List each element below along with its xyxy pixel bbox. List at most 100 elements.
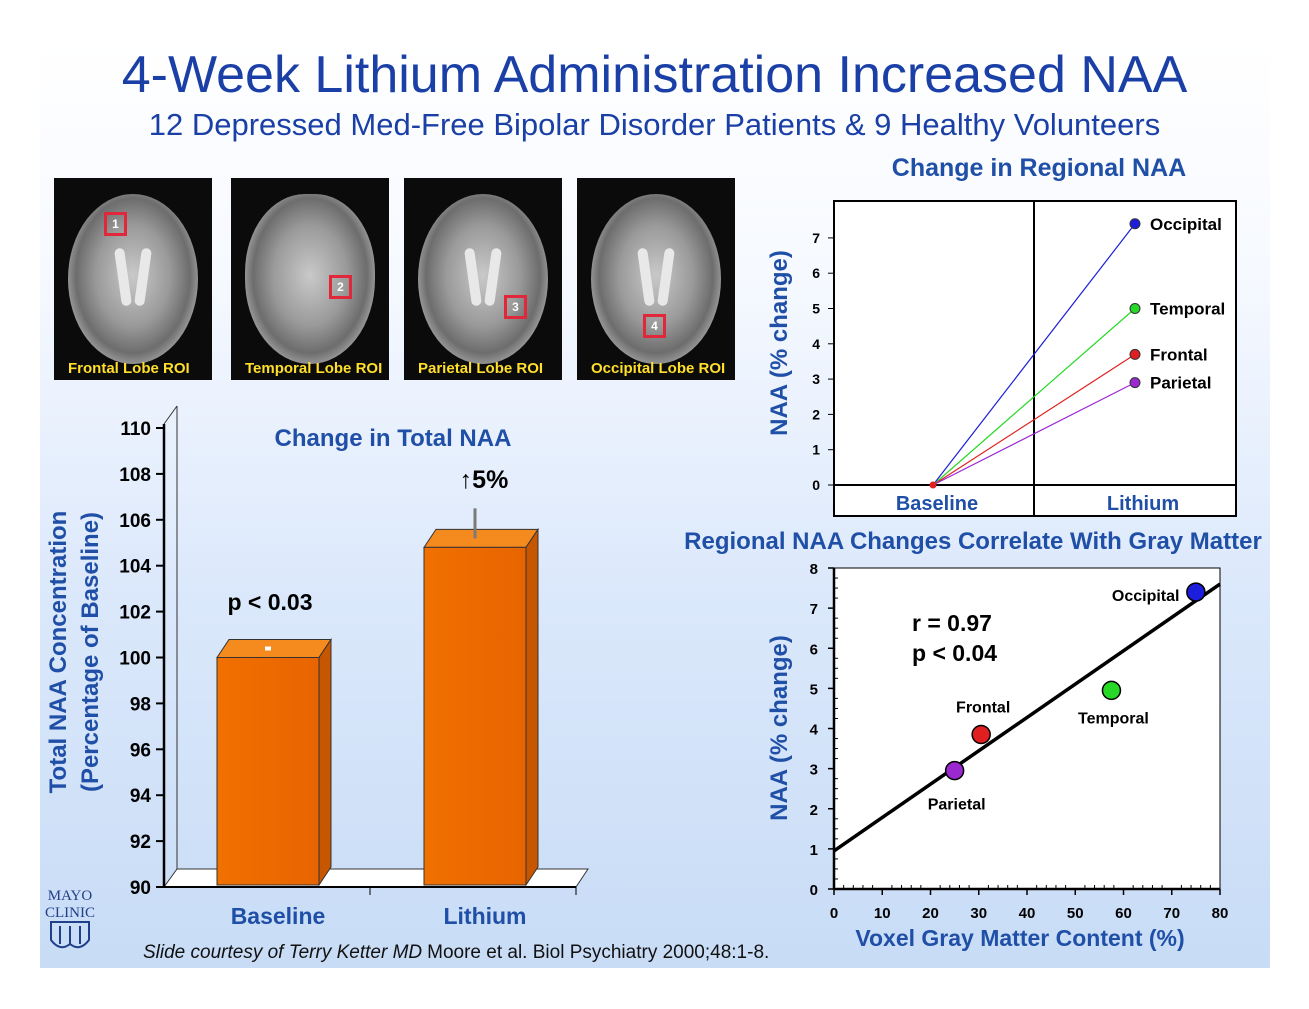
bar-chart-bars: Baseline Lithium (216, 508, 539, 929)
bar-ytick-label: 94 (130, 786, 152, 807)
page-title: 4-Week Lithium Administration Increased … (121, 46, 1188, 104)
series-label-parietal: Parietal (1150, 374, 1211, 393)
citation-italic: Slide courtesy of Terry Ketter MD (143, 942, 422, 963)
roi-marker: 1 (104, 212, 127, 236)
scatter-xtick-label: 80 (1212, 905, 1229, 922)
scatter-ytick-label: 5 (810, 681, 818, 698)
brain-label: Parietal Lobe ROI (418, 360, 544, 377)
series-label-frontal: Frontal (1150, 345, 1208, 364)
series-point-frontal (1129, 348, 1141, 360)
bar-chart-wall-top (163, 405, 178, 425)
bar-category-label: Lithium (443, 903, 526, 929)
brain-image-frontal: 1 Frontal Lobe ROI (54, 178, 212, 380)
line-ytick-label: 2 (812, 406, 820, 422)
bar-ytick-label: 108 (119, 465, 151, 486)
bar-ytick-label: 104 (119, 557, 151, 578)
bar-chart-ylabel-line1: Total NAA Concentration (45, 511, 72, 794)
brain-label: Temporal Lobe ROI (245, 360, 383, 377)
bar-ytick-label: 90 (130, 878, 151, 899)
series-line-occipital (932, 223, 1136, 486)
line-ytick-label: 3 (812, 371, 820, 387)
logo-text-clinic: CLINIC (45, 905, 95, 921)
brain-label: Frontal Lobe ROI (68, 360, 190, 377)
bar-lithium (423, 546, 527, 886)
scatter-ytick-label: 3 (810, 762, 818, 779)
bar-error-bar (265, 646, 271, 651)
bar-increase-annotation: ↑5% (460, 466, 509, 494)
roi-marker: 4 (643, 314, 666, 338)
scatter-r-value: r = 0.97 (912, 610, 992, 636)
scatter-ytick-label: 4 (810, 722, 819, 739)
bar-ytick-label: 106 (119, 511, 151, 532)
gray-matter-scatter-chart: Regional NAA Changes Correlate With Gray… (684, 528, 1262, 951)
scatter-xtick-label: 30 (970, 905, 987, 922)
scatter-ytick-label: 0 (810, 882, 818, 899)
scatter-ytick-label: 8 (810, 561, 818, 578)
scatter-plot-area (833, 567, 1221, 890)
line-chart-ticks: 0 1 2 3 4 5 6 7 Baseline Lithium (812, 230, 1179, 515)
line-chart-series: Occipital Temporal Frontal Parietal (929, 215, 1225, 489)
scatter-xtick-label: 50 (1067, 905, 1084, 922)
mayo-clinic-logo: MAYO CLINIC (45, 888, 95, 949)
scatter-xlabel: Voxel Gray Matter Content (%) (855, 925, 1184, 951)
scatter-ytick-label: 2 (810, 802, 818, 819)
scatter-label-occipital: Occipital (1112, 588, 1180, 605)
bar-side (525, 527, 539, 887)
roi-marker: 3 (504, 295, 527, 319)
mayo-shield-icon (50, 921, 90, 949)
scatter-point-parietal (944, 760, 965, 781)
logo-text-mayo: MAYO (48, 888, 93, 904)
bar-ytick-label: 92 (130, 832, 151, 853)
series-line-parietal (932, 382, 1136, 486)
bar-chart-ylabel-line2: (Percentage of Baseline) (77, 512, 104, 792)
scatter-xtick-label: 0 (830, 905, 838, 922)
bar-top (423, 528, 539, 548)
series-line-frontal (932, 353, 1136, 486)
regional-naa-line-chart: Change in Regional NAA NAA (% change) 0 1… (766, 154, 1237, 517)
citation-reference: Moore et al. Biol Psychiatry 2000;48:1-8… (427, 942, 769, 963)
bar-top (216, 639, 332, 658)
scatter-p-value: p < 0.04 (912, 640, 997, 666)
brain-image-temporal: 2 Temporal Lobe ROI (231, 178, 389, 380)
page-subtitle: 12 Depressed Med-Free Bipolar Disorder P… (148, 107, 1161, 142)
line-ytick-label: 1 (812, 442, 820, 458)
bar-ytick-label: 100 (119, 649, 151, 670)
line-category-label: Lithium (1107, 493, 1179, 515)
scatter-fit-line (833, 582, 1221, 853)
scatter-xtick-label: 10 (874, 905, 891, 922)
scatter-label-temporal: Temporal (1078, 710, 1149, 727)
bar-chart-ticks: 90 92 94 96 98 100 102 104 106 108 110 (119, 419, 577, 899)
baseline-point (929, 481, 937, 489)
scatter-xtick-label: 40 (1019, 905, 1036, 922)
scatter-ytick-label: 6 (810, 641, 818, 658)
bar-ytick-label: 110 (120, 419, 151, 440)
series-label-occipital: Occipital (1150, 215, 1222, 234)
scatter-chart-title: Regional NAA Changes Correlate With Gray… (684, 528, 1262, 555)
bar-category-label: Baseline (231, 903, 326, 929)
line-chart-title: Change in Regional NAA (892, 154, 1186, 182)
line-ytick-label: 6 (812, 265, 820, 281)
scatter-xtick-label: 20 (922, 905, 939, 922)
brain-label: Occipital Lobe ROI (591, 360, 726, 377)
scatter-ylabel: NAA (% change) (766, 635, 793, 821)
scatter-ytick-label: 1 (810, 842, 818, 859)
line-ytick-label: 7 (812, 230, 820, 246)
series-point-parietal (1129, 377, 1141, 389)
scatter-points: Occipital Temporal Frontal Parietal (833, 582, 1221, 853)
scatter-label-frontal: Frontal (956, 700, 1010, 717)
bar-side (318, 637, 332, 887)
series-point-temporal (1129, 303, 1141, 314)
bar-pvalue: p < 0.03 (227, 589, 312, 615)
bar-chart-title: Change in Total NAA (275, 425, 512, 452)
scatter-xtick-label: 70 (1163, 905, 1180, 922)
brain-image-parietal: 3 Parietal Lobe ROI (404, 178, 562, 380)
bar-ytick-label: 102 (119, 603, 151, 624)
series-label-temporal: Temporal (1150, 300, 1225, 319)
roi-marker: 2 (329, 275, 352, 299)
brain-image-occipital: 4 Occipital Lobe ROI (577, 178, 735, 380)
total-naa-bar-chart: Change in Total NAA Total NAA Concentrat… (45, 405, 589, 929)
series-line-temporal (932, 308, 1136, 486)
line-ytick-label: 4 (812, 336, 820, 352)
